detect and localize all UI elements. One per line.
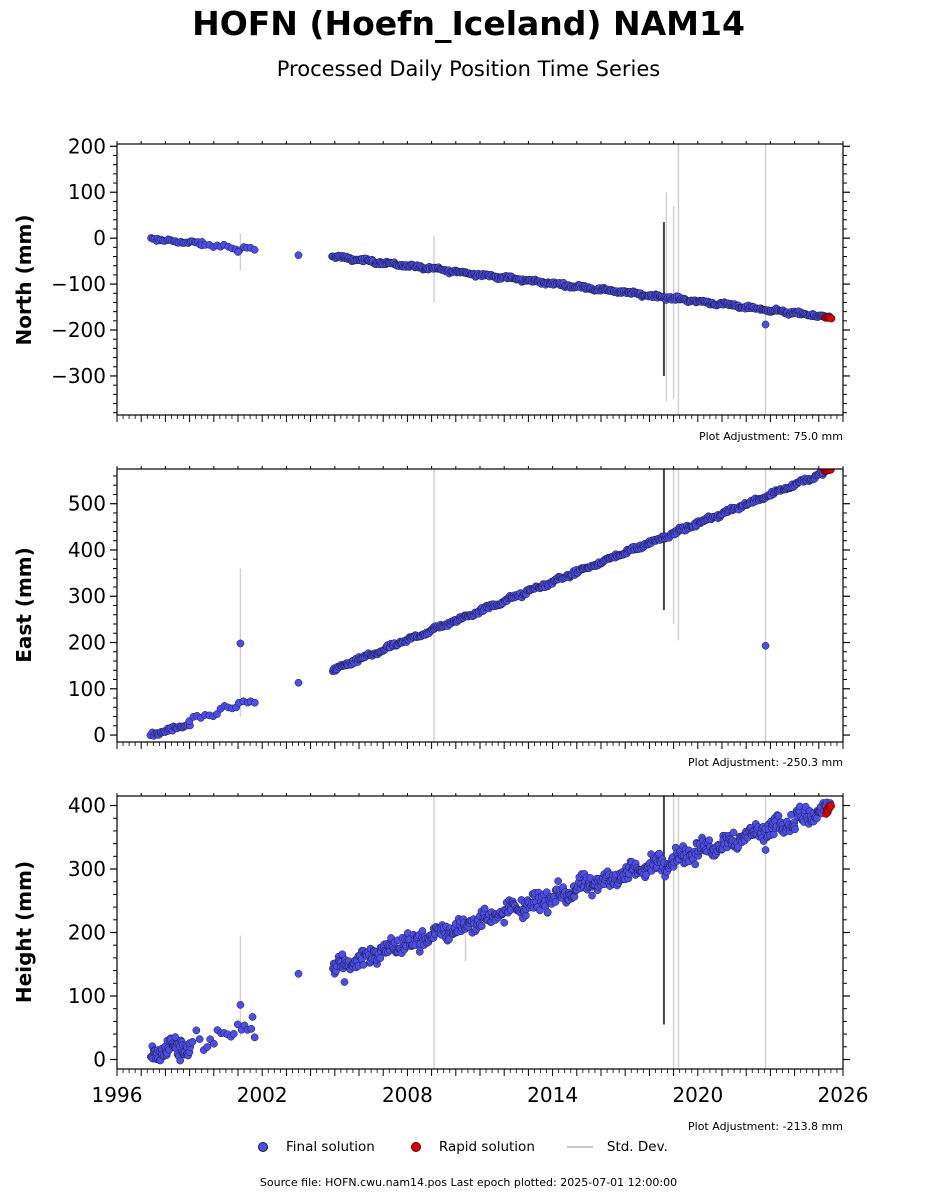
final-point — [359, 961, 368, 969]
y-tick-label: 500 — [68, 492, 106, 516]
legend: Final solution Rapid solution Std. Dev. — [250, 1137, 696, 1157]
final-point — [691, 860, 700, 869]
panel-1: 200 100 0 −100 −200 −300 North (mm) Plot Adjust… — [12, 134, 850, 443]
final-point — [213, 710, 221, 718]
final-point — [554, 877, 563, 885]
final-point — [248, 1013, 257, 1021]
legend-rapid-marker — [410, 1142, 421, 1152]
final-point — [210, 1039, 218, 1048]
y-tick-label: 0 — [93, 226, 106, 250]
plot-area — [147, 796, 835, 1069]
panel-frame — [116, 795, 844, 1070]
final-point — [250, 1033, 259, 1042]
y-tick-label: 100 — [68, 984, 106, 1008]
legend-stddev-line — [566, 1146, 593, 1148]
y-tick-label: 300 — [68, 857, 106, 881]
final-point — [236, 639, 245, 648]
plot-area — [147, 144, 836, 415]
final-point — [774, 811, 783, 820]
final-point — [551, 898, 560, 906]
plot-adjustment: Plot Adjustment: 75.0 mm — [699, 430, 843, 443]
chart-title: HOFN (Hoefn_Iceland) NAM14 — [192, 4, 745, 43]
final-point — [477, 922, 486, 930]
panel-3: 400 300 200 100 0 1996 2002 2008 2014 2020 2026 Hei… — [12, 793, 868, 1133]
panel-2: 500 400 300 200 100 0 East (mm) Plot Adjustment… — [12, 466, 850, 769]
final-point — [543, 908, 552, 917]
final-point — [705, 836, 714, 845]
x-tick-label: 2020 — [672, 1083, 723, 1107]
rapid-point — [827, 801, 835, 810]
final-point — [294, 969, 303, 978]
x-tick-label: 2002 — [237, 1083, 288, 1107]
final-point — [229, 1030, 238, 1038]
y-tick-label: 400 — [68, 538, 106, 562]
y-tick-label: 300 — [68, 584, 106, 608]
final-point — [588, 891, 596, 900]
final-point — [761, 320, 770, 329]
x-tick-label: 1996 — [92, 1083, 143, 1107]
final-point — [294, 251, 303, 260]
x-tick-label: 2008 — [382, 1083, 433, 1107]
y-tick-label: 400 — [68, 794, 106, 818]
y-axis-label: North (mm) — [12, 214, 36, 345]
final-point — [250, 245, 259, 254]
rapid-point — [827, 314, 835, 323]
y-tick-label: 0 — [93, 723, 106, 747]
final-point — [236, 1001, 245, 1009]
y-tick-label: 200 — [68, 921, 106, 945]
final-point — [729, 828, 738, 837]
final-point — [188, 1038, 197, 1046]
y-tick-label: 200 — [68, 134, 106, 158]
y-tick-label: 100 — [68, 677, 106, 701]
final-point — [294, 678, 303, 687]
chart-subtitle: Processed Daily Position Time Series — [276, 57, 661, 81]
final-point — [480, 904, 489, 913]
y-tick-label: 200 — [68, 631, 106, 655]
plot-area — [146, 469, 835, 742]
legend-item-stddev: Std. Dev. — [563, 1139, 668, 1155]
source-note: Source file: HOFN.cwu.nam14.pos Last epo… — [259, 1176, 678, 1189]
final-point — [791, 825, 799, 834]
legend-final-label: Final solution — [286, 1139, 375, 1155]
plot-adjustment: Plot Adjustment: -250.3 mm — [688, 756, 843, 769]
final-point — [192, 1026, 201, 1035]
legend-item-rapid: Rapid solution — [403, 1139, 535, 1155]
legend-rapid-label: Rapid solution — [438, 1139, 535, 1155]
legend-stddev-label: Std. Dev. — [606, 1139, 668, 1155]
legend-final-marker — [258, 1142, 268, 1152]
final-point — [250, 698, 259, 707]
y-tick-label: 100 — [68, 180, 106, 204]
final-point — [761, 846, 770, 854]
final-point — [176, 1056, 185, 1065]
y-tick-label: −300 — [51, 364, 106, 388]
final-point — [340, 978, 349, 986]
final-point — [247, 1025, 256, 1033]
x-tick-label: 2026 — [818, 1083, 869, 1107]
final-point — [203, 1043, 212, 1051]
final-point — [500, 918, 509, 927]
final-point — [761, 641, 770, 650]
y-tick-label: 0 — [93, 1047, 106, 1071]
y-tick-label: −100 — [51, 272, 106, 296]
plot-adjustment: Plot Adjustment: -213.8 mm — [688, 1120, 843, 1133]
y-axis-label: Height (mm) — [12, 861, 36, 1003]
legend-item-final: Final solution — [250, 1139, 375, 1155]
y-axis-label: East (mm) — [12, 547, 36, 663]
final-point — [234, 248, 242, 256]
y-tick-label: −200 — [51, 318, 106, 342]
x-tick-label: 2014 — [527, 1083, 578, 1107]
final-point — [195, 1035, 204, 1043]
